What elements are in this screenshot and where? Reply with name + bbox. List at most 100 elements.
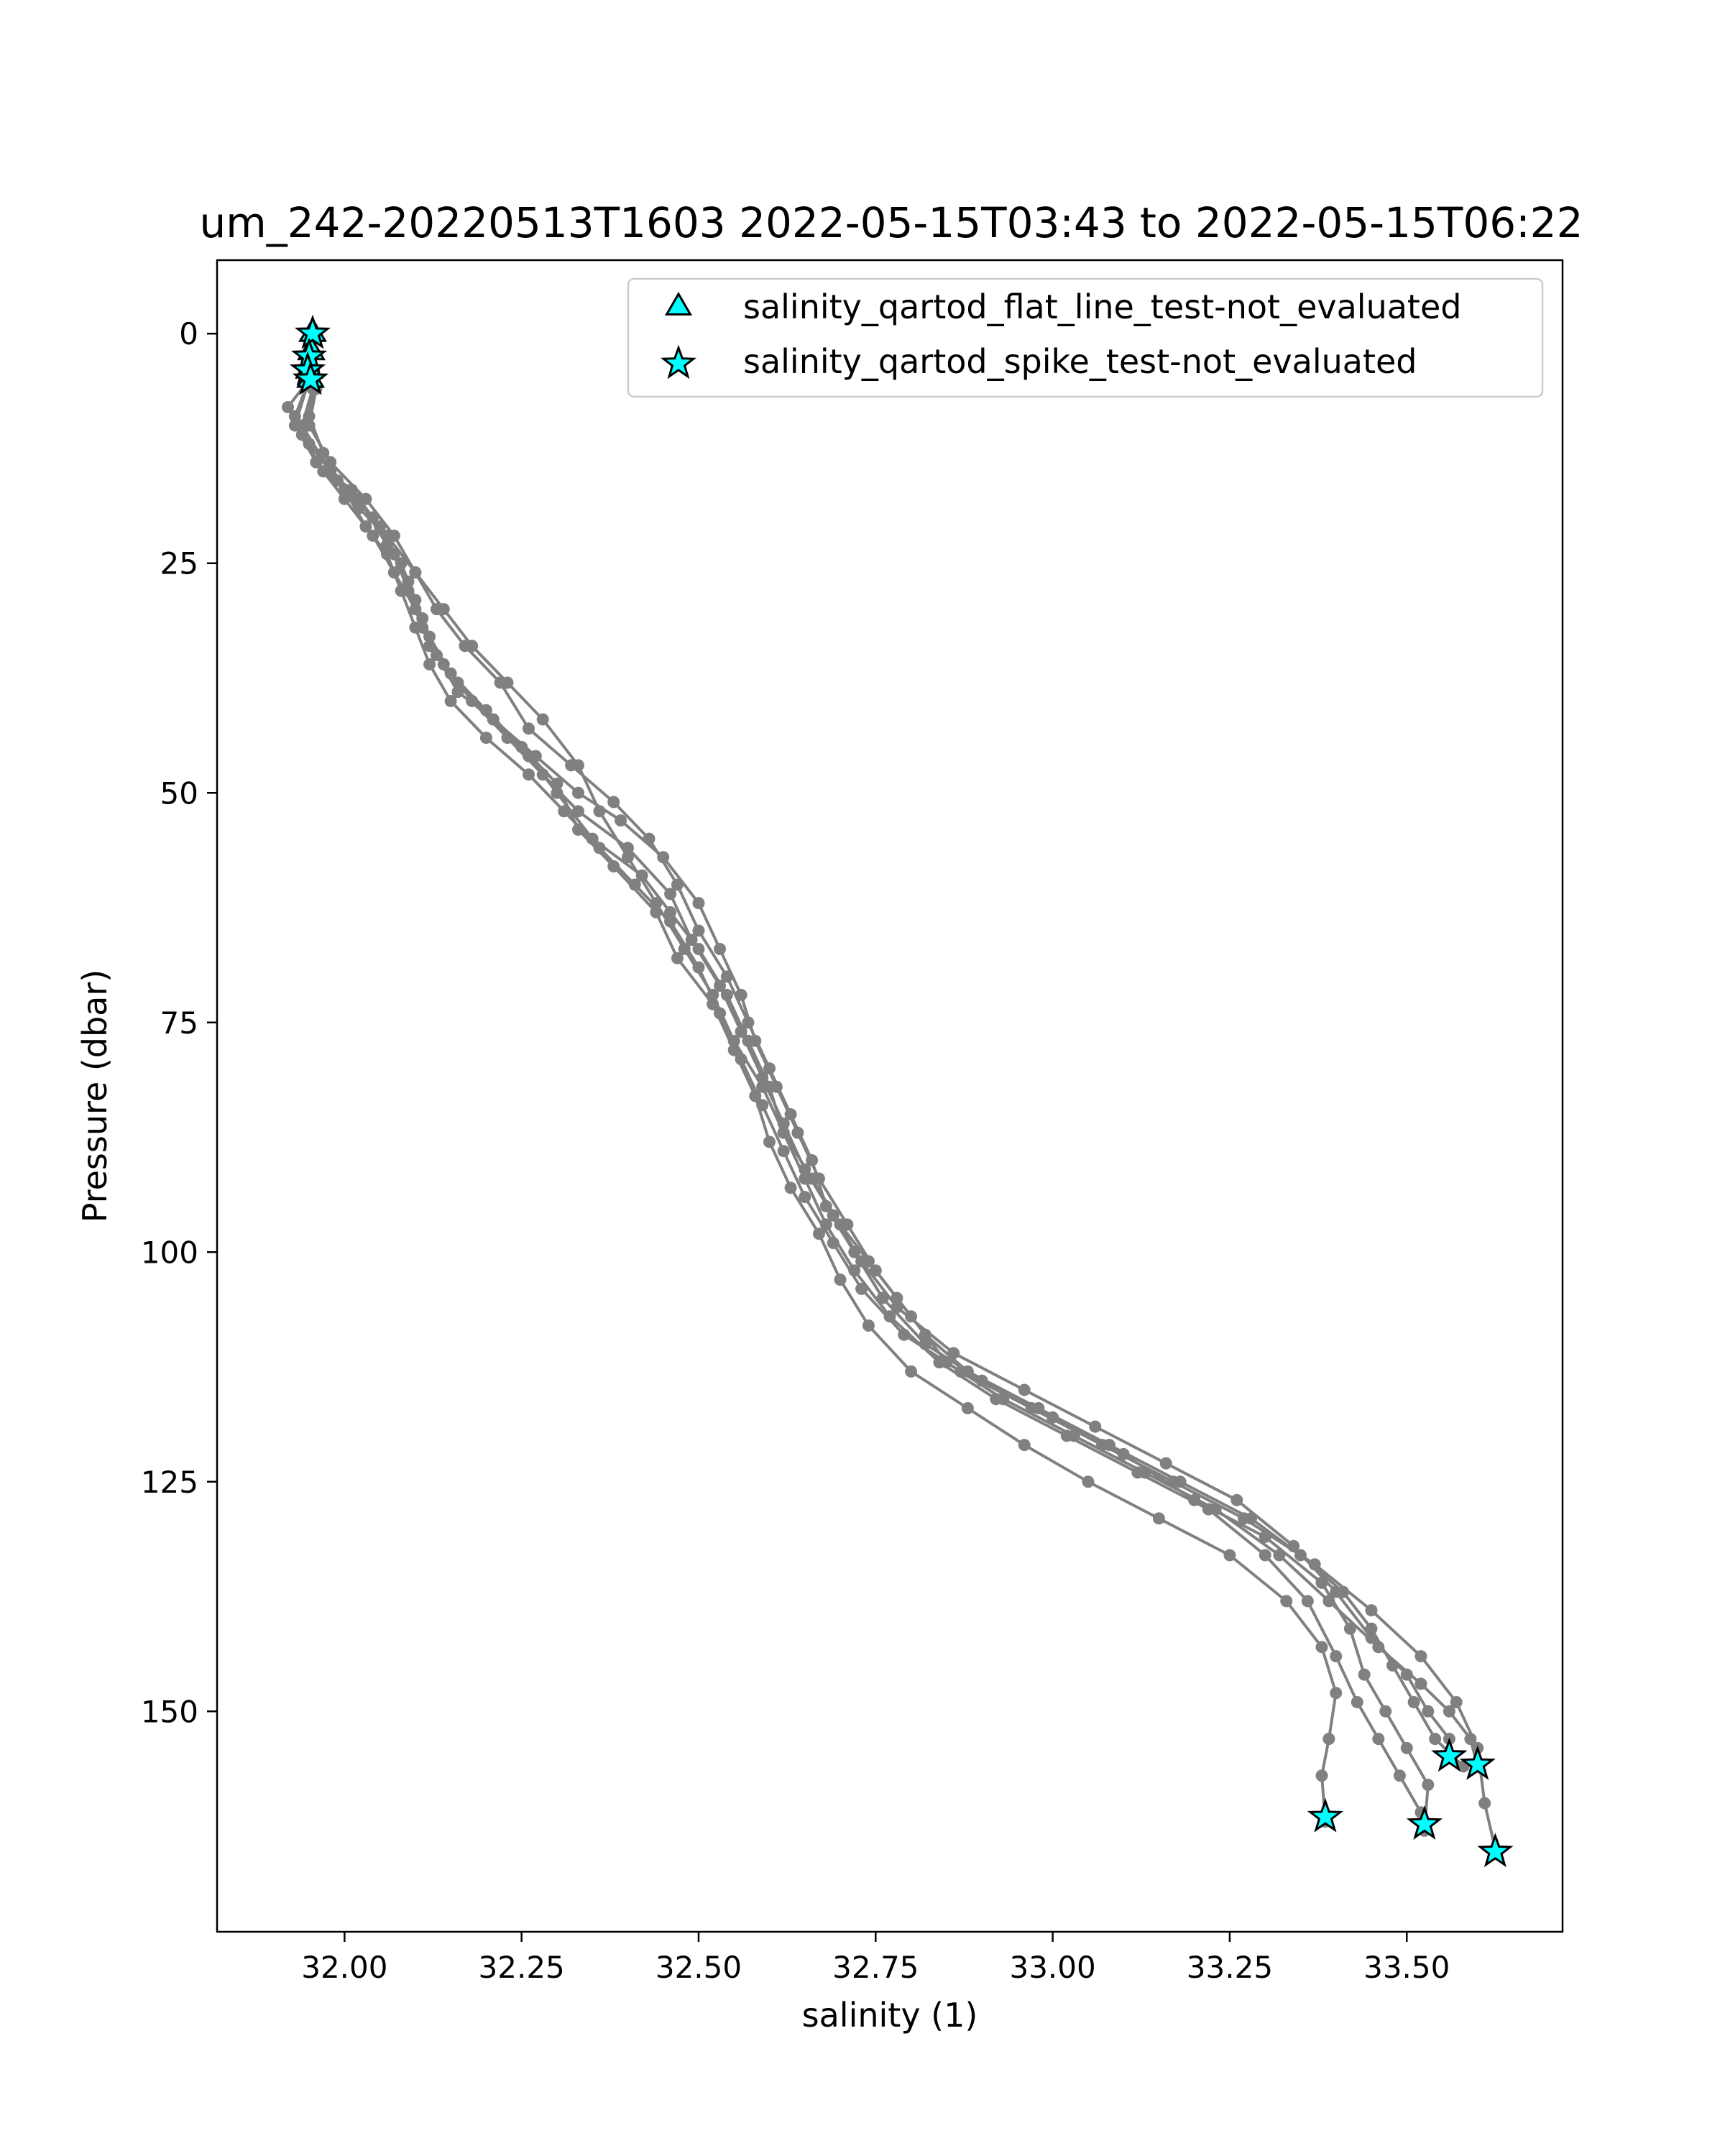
data-point: [777, 1145, 790, 1158]
data-point: [664, 906, 677, 918]
data-point: [834, 1273, 847, 1286]
data-point: [671, 952, 684, 964]
spike-marker: [1459, 1745, 1496, 1780]
data-point: [1089, 1420, 1102, 1433]
data-point: [961, 1365, 974, 1378]
x-tick-label: 33.50: [1363, 1950, 1450, 1985]
legend-star-marker-icon: [660, 344, 697, 379]
data-point: [1301, 1595, 1314, 1608]
data-point: [650, 897, 663, 910]
data-point: [359, 492, 372, 505]
data-point: [1244, 1512, 1257, 1525]
data-point: [1259, 1549, 1271, 1562]
data-point: [1294, 1549, 1307, 1562]
data-point: [607, 860, 620, 872]
x-tick-label: 33.00: [1009, 1950, 1095, 1985]
legend: salinity_qartod_flat_line_test-not_evalu…: [627, 277, 1544, 398]
data-point: [1082, 1475, 1095, 1488]
spike-marker: [294, 314, 331, 349]
data-point: [615, 814, 627, 827]
data-point: [367, 529, 380, 542]
data-point: [1018, 1383, 1031, 1396]
data-point: [523, 722, 535, 735]
x-tick-label: 32.50: [656, 1950, 742, 1985]
y-tick-label: 125: [141, 1465, 198, 1500]
data-point: [1330, 1650, 1343, 1663]
data-point: [707, 988, 719, 1001]
data-point: [1386, 1659, 1399, 1672]
data-point: [933, 1356, 946, 1369]
data-point: [784, 1181, 797, 1194]
data-point: [1379, 1705, 1392, 1718]
data-point: [409, 621, 422, 634]
data-point: [742, 1034, 755, 1047]
data-point: [536, 713, 549, 726]
data-point: [819, 1218, 832, 1231]
data-point: [466, 640, 479, 653]
data-point: [1400, 1741, 1413, 1754]
data-point: [1365, 1622, 1378, 1635]
data-point: [1450, 1695, 1463, 1708]
spike-marker: [1431, 1737, 1468, 1772]
data-point: [735, 988, 748, 1001]
data-point: [1478, 1797, 1491, 1810]
data-point: [678, 943, 691, 956]
data-point: [1322, 1733, 1335, 1746]
series-group: [282, 314, 1514, 1868]
data-point: [571, 759, 584, 772]
data-point: [664, 888, 677, 900]
data-point: [1330, 1687, 1343, 1700]
spike-marker: [1307, 1797, 1344, 1833]
data-point: [1322, 1595, 1335, 1608]
data-point: [692, 897, 705, 910]
legend-label-flat-line: salinity_qartod_flat_line_test-not_evalu…: [743, 287, 1461, 326]
data-point: [571, 786, 584, 799]
x-axis: 32.00 32.25 32.50 32.75 33.00 33.25 33.50: [301, 1932, 1450, 1985]
spike-marker: [292, 360, 329, 395]
data-point: [862, 1319, 875, 1332]
data-point: [324, 456, 337, 469]
data-point: [451, 676, 464, 689]
data-point: [423, 640, 436, 653]
data-point: [451, 686, 464, 699]
data-point: [1159, 1457, 1172, 1470]
data-point: [628, 878, 641, 891]
data-point: [714, 943, 727, 956]
y-tick-label: 150: [141, 1694, 198, 1729]
data-point: [288, 419, 301, 432]
x-tick-label: 33.25: [1187, 1950, 1273, 1985]
data-point: [523, 750, 535, 763]
data-point: [883, 1310, 896, 1323]
legend-label-spike: salinity_qartod_spike_test-not_evaluated: [743, 342, 1417, 381]
data-point: [487, 713, 500, 726]
data-point: [1032, 1402, 1045, 1415]
data-point: [303, 419, 316, 432]
data-point: [282, 400, 295, 413]
y-tick-label: 100: [141, 1235, 198, 1270]
data-point: [1174, 1475, 1187, 1488]
data-point: [862, 1255, 875, 1268]
data-point: [1103, 1439, 1116, 1452]
chart-title: um_242-20220513T1603 2022-05-15T03:43 to…: [200, 198, 1583, 247]
data-point: [444, 694, 457, 707]
data-point: [756, 1080, 769, 1093]
data-point: [834, 1218, 847, 1231]
x-tick-label: 32.75: [832, 1950, 919, 1985]
data-point: [1280, 1595, 1293, 1608]
data-point: [607, 796, 620, 808]
data-point: [727, 1034, 740, 1047]
profile-line-1: [300, 388, 1430, 1831]
data-point: [1400, 1668, 1413, 1681]
x-axis-label: salinity (1): [802, 1996, 978, 2035]
data-point: [1223, 1549, 1236, 1562]
data-point: [1308, 1558, 1321, 1571]
data-point: [1365, 1604, 1378, 1617]
data-point: [720, 988, 733, 1001]
data-point: [409, 566, 422, 579]
data-point: [1443, 1705, 1455, 1718]
plot-area: [282, 314, 1514, 1868]
data-point: [1315, 1769, 1328, 1782]
data-point: [1422, 1779, 1435, 1792]
data-point: [338, 492, 351, 505]
